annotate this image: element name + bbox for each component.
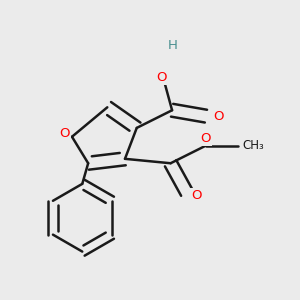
Text: O: O [191,189,202,202]
Text: CH₃: CH₃ [243,139,265,152]
Text: O: O [59,127,70,140]
Text: O: O [213,110,224,123]
Text: O: O [201,132,211,145]
Text: H: H [168,39,178,52]
Text: O: O [157,71,167,84]
